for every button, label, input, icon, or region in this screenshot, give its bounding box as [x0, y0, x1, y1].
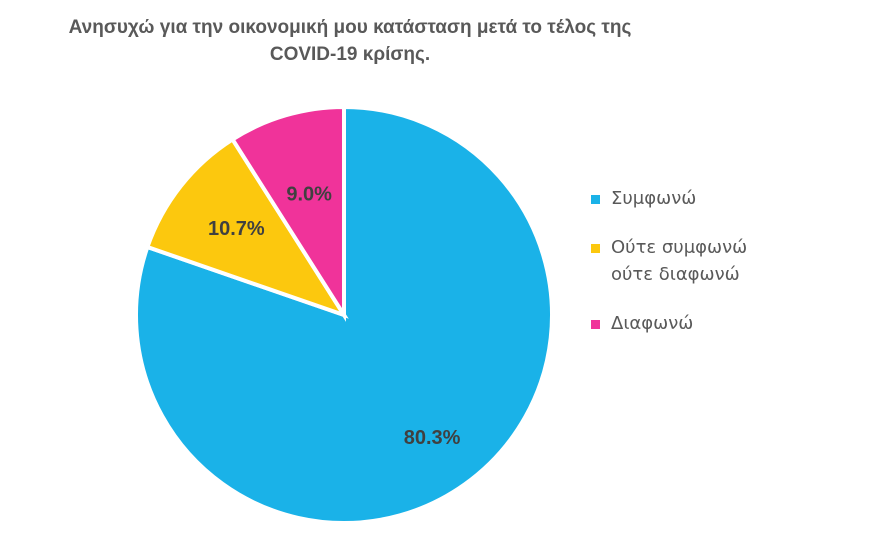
- legend-item-neutral: Ούτε συμφωνώ ούτε διαφωνώ: [591, 234, 747, 288]
- legend: Συμφωνώ Ούτε συμφωνώ ούτε διαφωνώ Διαφων…: [591, 185, 747, 359]
- legend-label-neutral-line-2: ούτε διαφωνώ: [611, 264, 740, 285]
- pie-slice-agree: [134, 104, 554, 525]
- legend-swatch-disagree: [591, 320, 600, 329]
- pie-label-disagree: 9.0%: [286, 183, 332, 205]
- pie-label-neutral: 10.7%: [208, 218, 265, 240]
- pie-slice-disagree: [229, 104, 346, 322]
- legend-swatch-agree: [591, 195, 600, 204]
- chart-title-line-1: Ανησυχώ για την οικονομική μου κατάσταση…: [68, 17, 632, 38]
- chart-title-line-2: COVID-19 κρίσης.: [269, 44, 431, 65]
- legend-label-disagree: Διαφωνώ: [611, 313, 694, 334]
- legend-label-neutral-line-1: Ούτε συμφωνώ: [611, 237, 748, 258]
- pie-slice-neutral: [144, 136, 349, 319]
- legend-item-agree: Συμφωνώ: [591, 185, 747, 212]
- legend-swatch-neutral: [591, 244, 600, 253]
- chart-title: Ανησυχώ για την οικονομική μου κατάσταση…: [0, 14, 700, 68]
- pie-label-agree: 80.3%: [404, 427, 461, 449]
- legend-label-agree: Συμφωνώ: [611, 188, 697, 209]
- legend-item-disagree: Διαφωνώ: [591, 310, 747, 337]
